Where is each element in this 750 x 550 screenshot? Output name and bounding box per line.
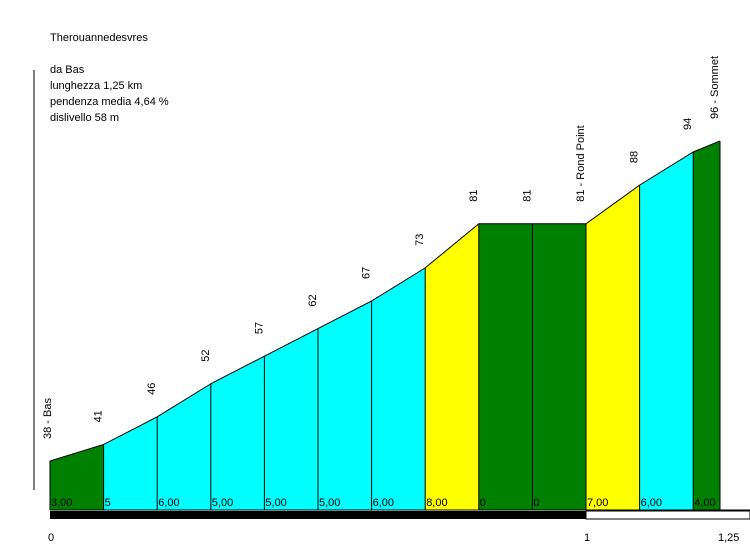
altitude-label: 46 xyxy=(146,383,158,395)
profile-segment xyxy=(478,223,533,510)
altitude-label: 88 xyxy=(629,151,641,163)
segment-gradient-label: 0 xyxy=(533,497,539,509)
altitude-label: 81 xyxy=(521,189,533,201)
route-info: Therouannedesvres da Bas lunghezza 1,25 … xyxy=(50,30,169,126)
distance-bar-filled xyxy=(50,511,586,519)
segment-gradient-label: 7,00 xyxy=(587,497,608,509)
km-tick-label: 0 xyxy=(48,532,54,544)
route-average-gradient: pendenza media 4,64 % xyxy=(50,96,169,108)
altitude-label: 67 xyxy=(361,267,373,279)
altitude-label: 52 xyxy=(200,350,212,362)
profile-outline xyxy=(49,140,721,462)
altitude-label: 96 - Sommet xyxy=(709,56,721,119)
km-tick-label: 1,25 xyxy=(718,532,739,544)
route-length: lunghezza 1,25 km xyxy=(50,80,143,92)
profile-segment xyxy=(103,416,158,510)
profile-segment xyxy=(639,152,694,510)
profile-segment xyxy=(264,328,318,510)
profile-segment xyxy=(157,383,211,510)
route-start: da Bas xyxy=(50,64,85,76)
altitude-label: 81 - Rond Point xyxy=(575,125,587,201)
altitude-label: 81 xyxy=(468,189,480,201)
altitude-label: 73 xyxy=(414,234,426,246)
segment-gradient-label: 3,00 xyxy=(51,497,72,509)
segment-gradient-label: 5,00 xyxy=(265,497,286,509)
profile-segment xyxy=(210,356,265,510)
km-tick-label: 1 xyxy=(584,532,590,544)
altitude-label: 41 xyxy=(93,410,105,422)
segment-gradient-label: 6,00 xyxy=(641,497,662,509)
segment-gradient-label: 8,00 xyxy=(426,497,447,509)
profile-segment xyxy=(693,140,720,510)
profile-segment xyxy=(318,300,372,510)
segment-gradient-label: 5 xyxy=(105,497,111,509)
distance-bar-remaining xyxy=(585,510,750,520)
profile-segment xyxy=(371,267,426,510)
route-title: Therouannedesvres xyxy=(50,32,148,44)
altitude-label: 57 xyxy=(253,322,265,334)
profile-segment xyxy=(50,444,104,510)
profile-segment xyxy=(425,223,479,510)
altitude-label: 94 xyxy=(682,118,694,130)
segment-gradient-label: 5,00 xyxy=(212,497,233,509)
segment-gradient-label: 0 xyxy=(480,497,486,509)
route-elevation-gain: dislivello 58 m xyxy=(50,112,120,124)
profile-segment xyxy=(532,223,586,510)
altitude-label: 62 xyxy=(307,294,319,306)
altitude-label: 38 - Bas xyxy=(42,398,54,439)
segment-gradient-label: 6,00 xyxy=(158,497,179,509)
segment-gradient-label: 4,00 xyxy=(694,497,715,509)
segment-gradient-label: 6,00 xyxy=(373,497,394,509)
profile-segment xyxy=(586,185,640,510)
segment-gradient-label: 5,00 xyxy=(319,497,340,509)
